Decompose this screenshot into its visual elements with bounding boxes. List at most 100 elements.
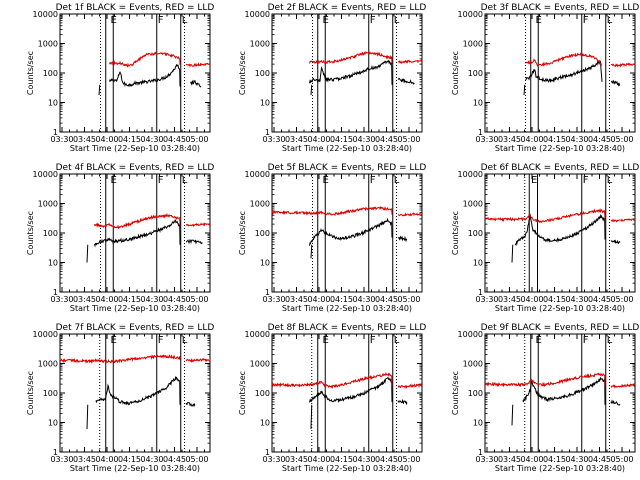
y-tick-label: 100 [43,69,58,78]
events-pre-segment [98,84,101,96]
x-tick-label: 05:00 [397,295,420,304]
events-pre-segment [523,84,526,96]
x-tick-label: 03:45 [498,455,521,464]
events-post-segment [190,79,202,88]
events-pre-segment [310,404,313,430]
events-series-line [309,377,393,404]
marker-L: L [394,175,400,186]
panel-det-8: Det 8f BLACK = Events, RED = LLD 1 10 100 10… [238,323,426,473]
events-post-segment [185,402,196,407]
x-axis-label: Start Time (22-Sep-10 03:28:40) [495,304,625,313]
lld-series-line [484,207,606,224]
lld-post-segment [185,358,211,363]
marker-F: F [158,335,164,346]
y-tick-label: 1 [265,128,270,137]
events-pre-segment [86,404,89,430]
x-tick-label: 03:30 [262,135,285,144]
x-tick-label: 04:15 [330,455,353,464]
x-tick-label: 03:45 [285,295,308,304]
x-tick-label: 04:00 [520,455,543,464]
marker-E: E [536,15,542,26]
x-axis-label: Start Time (22-Sep-10 03:28:40) [70,304,200,313]
y-tick-label: 10000 [458,170,483,179]
events-series-line [95,375,181,406]
y-tick-label: 1 [53,288,58,297]
y-tick-label: 100 [255,229,270,238]
x-tick-label: 04:30 [565,295,588,304]
events-post-segment [185,238,203,245]
y-tick-label: 1000 [38,40,58,49]
y-tick-label: 1 [478,288,483,297]
x-tick-label: 04:15 [543,295,566,304]
y-tick-label: 10 [260,259,270,268]
marker-F: F [158,15,164,26]
x-tick-label: 03:45 [498,135,521,144]
lld-series-line [309,50,393,65]
lld-series-line [94,213,181,230]
events-pre-segment [511,404,514,426]
y-axis-label: Counts/sec [26,371,35,415]
panel-title: Det 2f BLACK = Events, RED = LLD [268,3,427,13]
y-tick-label: 10 [473,259,483,268]
y-tick-label: 100 [468,229,483,238]
y-tick-label: 1000 [463,40,483,49]
events-series-line [309,217,393,246]
events-post-segment [610,399,621,406]
y-tick-label: 10 [260,419,270,428]
y-tick-label: 10000 [245,10,270,19]
y-tick-label: 10000 [245,170,270,179]
y-axis-label: Counts/sec [451,51,460,95]
x-tick-label: 04:45 [588,455,611,464]
y-tick-label: 100 [468,389,483,398]
y-tick-label: 1 [53,448,58,457]
marker-L: L [607,335,613,346]
lld-post-segment [610,62,636,68]
y-tick-label: 1000 [250,40,270,49]
panel-title: Det 6f BLACK = Events, RED = LLD [481,163,640,173]
events-series-line [109,63,181,88]
y-tick-label: 10000 [33,330,58,339]
events-series-line [94,219,181,248]
marker-F: F [158,175,164,186]
y-tick-label: 100 [255,389,270,398]
x-tick-label: 04:30 [352,455,375,464]
x-tick-label: 04:45 [375,295,398,304]
x-tick-label: 04:30 [140,135,163,144]
events-series-line [309,59,393,85]
y-tick-label: 1000 [250,360,270,369]
x-tick-label: 04:00 [520,135,543,144]
panel-det-1: Det 1f BLACK = Events, RED = LLD 1 10 100 10… [26,3,214,153]
panel-det-9: Det 9f BLACK = Events, RED = LLD 1 10 100 10… [451,323,639,473]
y-tick-label: 10 [473,419,483,428]
x-tick-label: 04:45 [588,295,611,304]
marker-F: F [583,15,589,26]
y-tick-label: 1 [265,448,270,457]
lld-post-segment [185,222,211,228]
x-tick-label: 03:45 [285,455,308,464]
panel-title: Det 1f BLACK = Events, RED = LLD [56,3,215,13]
marker-L: L [607,15,613,26]
x-tick-label: 05:00 [610,455,633,464]
x-tick-label: 04:15 [330,135,353,144]
x-tick-label: 03:45 [73,135,96,144]
events-pre-segment [310,84,313,96]
y-tick-label: 10 [48,99,58,108]
y-tick-label: 10 [260,99,270,108]
marker-E: E [111,335,117,346]
lld-series-line [271,205,393,217]
x-axis-label: Start Time (22-Sep-10 03:28:40) [282,464,412,473]
panel-title: Det 9f BLACK = Events, RED = LLD [481,323,640,333]
y-tick-label: 1000 [38,360,58,369]
events-pre-segment [86,244,89,263]
x-tick-label: 04:00 [95,135,118,144]
x-tick-label: 05:00 [610,135,633,144]
x-tick-label: 03:45 [498,295,521,304]
x-tick-label: 05:00 [185,455,208,464]
x-tick-label: 04:30 [140,455,163,464]
y-axis-label: Counts/sec [26,211,35,255]
x-tick-label: 03:30 [50,295,73,304]
x-tick-label: 04:15 [118,295,141,304]
panel-det-7: Det 7f BLACK = Events, RED = LLD 1 10 100 10… [26,323,214,473]
x-axis-label: Start Time (22-Sep-10 03:28:40) [282,144,412,153]
